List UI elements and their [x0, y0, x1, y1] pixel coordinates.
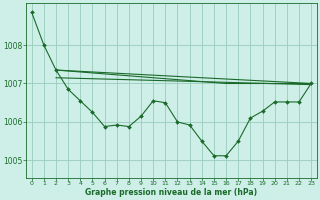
X-axis label: Graphe pression niveau de la mer (hPa): Graphe pression niveau de la mer (hPa) [85, 188, 258, 197]
